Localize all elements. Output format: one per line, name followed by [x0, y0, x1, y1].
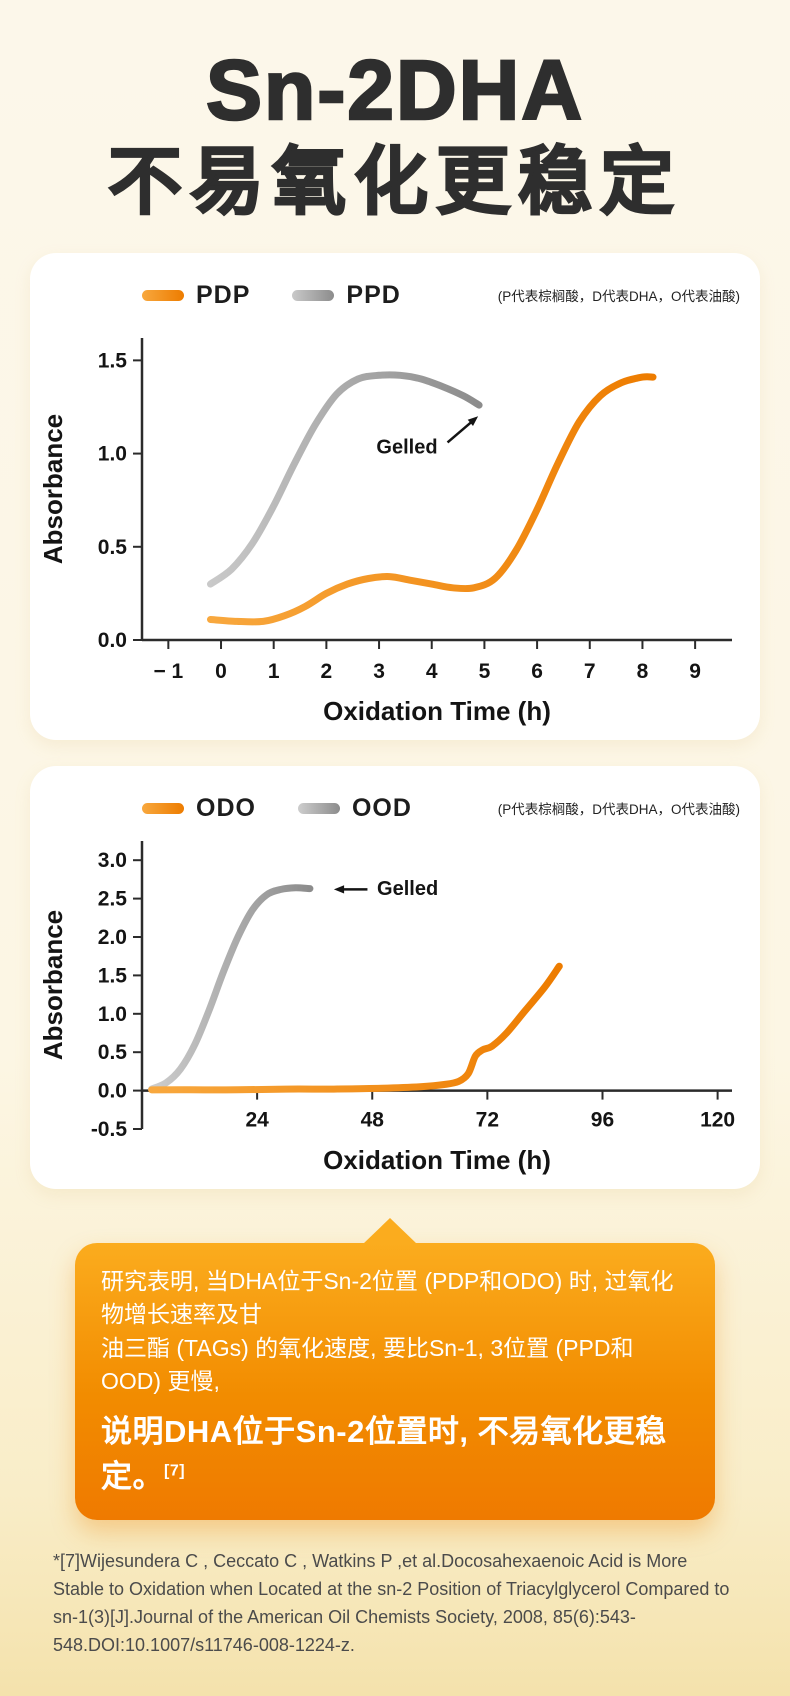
chart-1-legend: PDP PPD (P代表棕榈酸，D代表DHA，O代表油酸): [30, 273, 760, 312]
x-axis-label: Oxidation Time (h): [323, 696, 551, 726]
callout-emphasis: 说明DHA位于Sn-2位置时, 不易氧化更稳定。[7]: [101, 1406, 689, 1496]
legend-label-pdp: PDP: [196, 280, 251, 309]
odo-ood-line-chart: 24 48 72 96 120 -0.5 0.0 0.5 1.0 1.5 2.0 2.5 3.0 Oxid…: [38, 840, 735, 1175]
legend-note-2: (P代表棕榈酸，D代表DHA，O代表油酸): [497, 802, 740, 818]
legend-label-odo: ODO: [196, 793, 256, 822]
y-tick-label: 2.5: [98, 888, 128, 911]
x-tick-label: 1: [268, 660, 280, 683]
title-line-2: 不易氧化更稳定: [107, 139, 682, 224]
gelled-annotation-arrowhead: [467, 416, 479, 426]
ppd-series-swatch: [292, 289, 335, 301]
odo-series-swatch: [142, 802, 184, 814]
x-tick-label: 96: [591, 1109, 614, 1132]
callout-emphasis-text: 说明DHA位于Sn-2位置时, 不易氧化更稳定。: [101, 1414, 667, 1495]
x-tick-label: 9: [689, 660, 701, 683]
chart-2-legend: ODO OOD (P代表棕榈酸，D代表DHA，O代表油酸): [30, 786, 760, 825]
x-tick-label: 24: [245, 1109, 269, 1132]
callout-body-text: 研究表明, 当DHA位于Sn-2位置 (PDP和ODO) 时, 过氧化物增长速率…: [101, 1267, 674, 1395]
chart-card-pdp-ppd: PDP PPD (P代表棕榈酸，D代表DHA，O代表油酸) − 1 0 1 2 3 4 5 6…: [30, 252, 760, 740]
y-tick-label: 0.0: [98, 629, 127, 652]
conclusion-callout: 研究表明, 当DHA位于Sn-2位置 (PDP和ODO) 时, 过氧化物增长速率…: [75, 1217, 715, 1521]
x-tick-label: 6: [531, 660, 543, 683]
y-tick-label: 0.5: [98, 1041, 128, 1064]
y-tick-label: 3.0: [98, 849, 127, 872]
x-tick-label: 3: [373, 660, 385, 683]
x-tick-label: 5: [479, 660, 491, 683]
x-tick-label: 0: [215, 660, 227, 683]
y-tick-label: 0.5: [98, 536, 128, 559]
x-tick-label: 8: [637, 660, 649, 683]
x-tick-label: 7: [584, 660, 596, 683]
pdp-series-swatch: [142, 289, 184, 301]
x-tick-label: 72: [476, 1109, 499, 1132]
pdp-ppd-line-chart: − 1 0 1 2 3 4 5 6 7 8 9 0.0 0.5 1.0 1.5 Oxidation Time …: [38, 337, 732, 726]
series-curve-pdp: [206, 373, 657, 626]
citation-footnote: *[7]Wijesundera C , Ceccato C , Watkins …: [53, 1551, 730, 1656]
y-tick-label: 1.5: [98, 964, 128, 987]
legend-item-odo: ODO: [142, 794, 256, 823]
gelled-annotation-label: Gelled: [377, 878, 438, 900]
y-tick-label: 1.0: [98, 1003, 127, 1026]
ood-series-swatch: [297, 802, 340, 814]
legend-item-ppd: PPD: [292, 281, 400, 310]
x-tick-label: − 1: [153, 660, 183, 683]
gelled-annotation-arrowhead: [333, 885, 345, 894]
series-curve-ppd: [206, 371, 483, 588]
citation-ref: [7]: [164, 1463, 186, 1481]
legend-note-1: (P代表棕榈酸，D代表DHA，O代表油酸): [497, 289, 740, 305]
y-axis-label: Absorbance: [38, 414, 68, 564]
y-tick-label: 0.0: [98, 1080, 127, 1103]
chart-card-odo-ood: ODO OOD (P代表棕榈酸，D代表DHA，O代表油酸) 24 48 72 96 12…: [30, 765, 760, 1189]
x-tick-label: 2: [321, 660, 333, 683]
y-axis-label: Absorbance: [38, 910, 68, 1060]
y-tick-label: 2.0: [98, 926, 127, 949]
y-tick-label: 1.0: [98, 443, 127, 466]
title-line-1: Sn-2DHA: [205, 43, 584, 137]
page-title: Sn-2DHA 不易氧化更稳定: [0, 43, 790, 227]
x-axis-label: Oxidation Time (h): [323, 1145, 551, 1175]
legend-item-pdp: PDP: [142, 281, 250, 310]
legend-label-ppd: PPD: [346, 280, 401, 309]
x-tick-label: 48: [361, 1109, 385, 1132]
legend-label-ood: OOD: [351, 793, 412, 822]
x-tick-label: 120: [700, 1109, 735, 1132]
series-curve-ood: [148, 884, 314, 1093]
legend-item-ood: OOD: [297, 793, 412, 823]
gelled-annotation-label: Gelled: [376, 437, 437, 459]
y-tick-label: -0.5: [91, 1118, 128, 1141]
gelled-annotation-arrow: [446, 418, 476, 444]
callout-pointer-triangle: [363, 1217, 417, 1244]
series-curve-odo: [148, 962, 563, 1094]
y-tick-label: 1.5: [98, 349, 128, 372]
x-tick-label: 4: [426, 660, 438, 683]
